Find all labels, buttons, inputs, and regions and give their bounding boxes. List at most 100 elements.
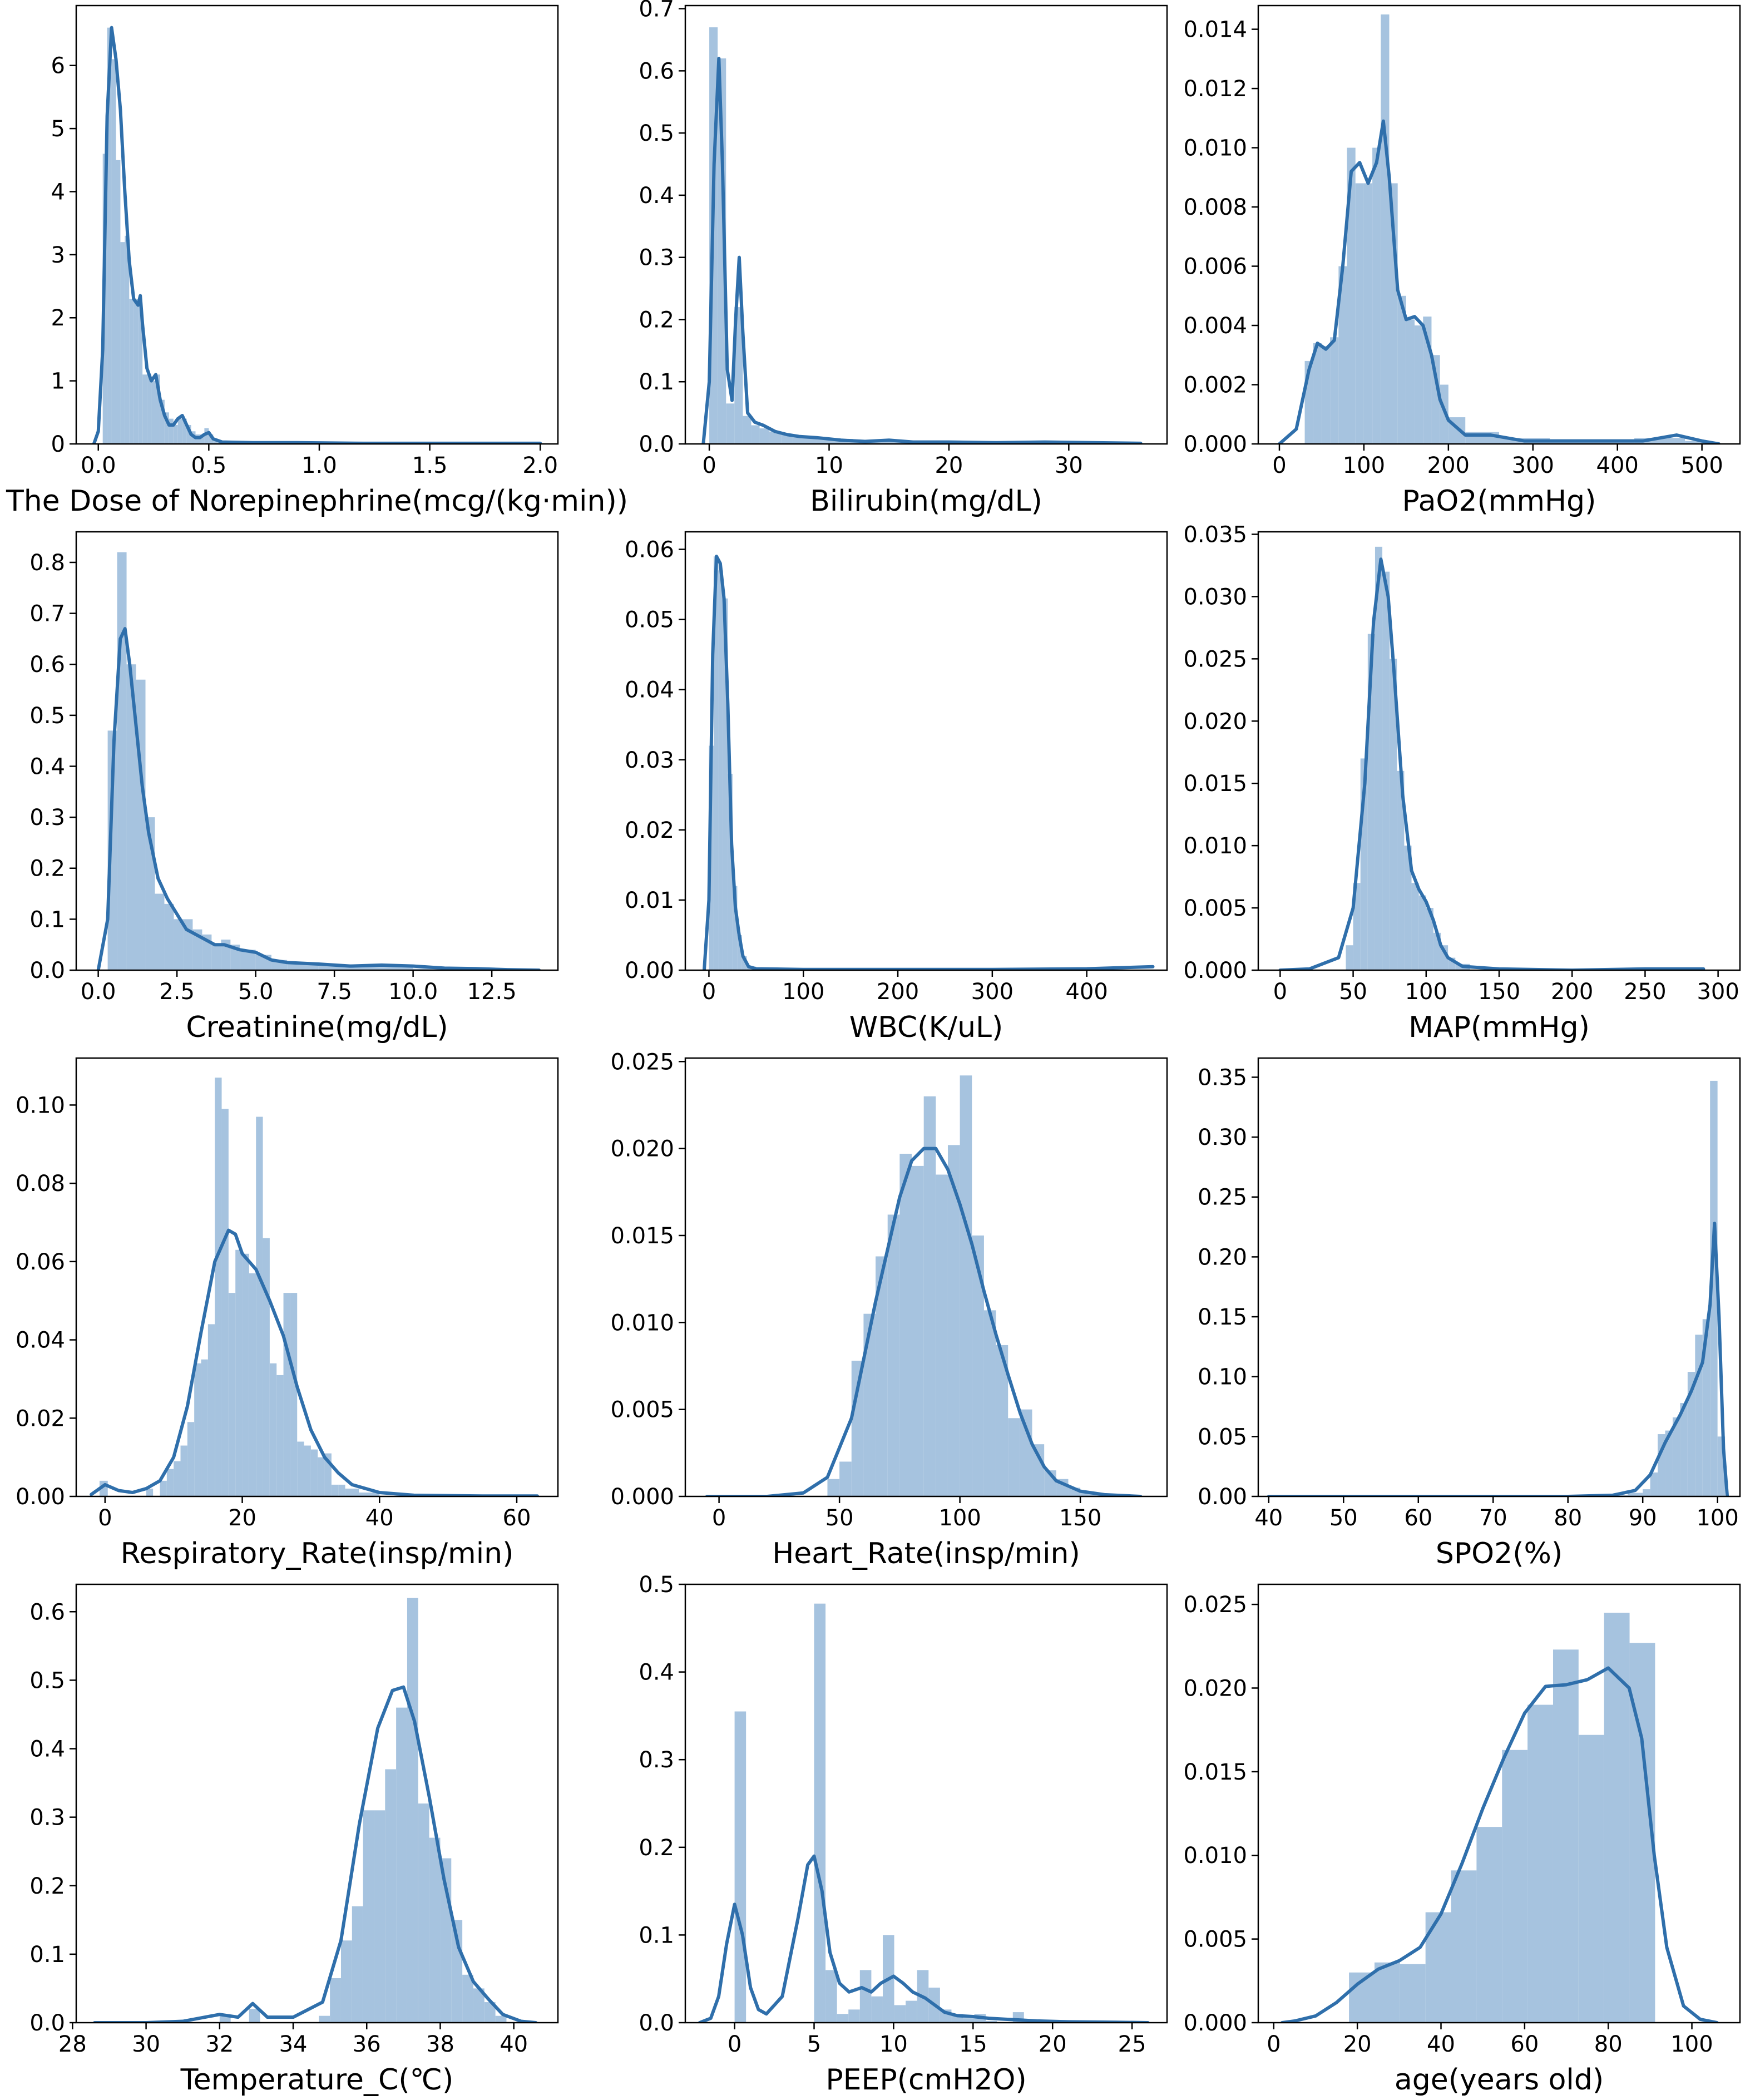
chart-7-x-axis-label: Respiratory_Rate(insp/min) xyxy=(121,1537,514,1570)
chart-5-y-tick-label: 0.01 xyxy=(625,888,674,913)
chart-12-plot-area xyxy=(1280,1613,1719,2023)
chart-7-hist-bar-13 xyxy=(228,1293,236,1496)
chart-12-y-tick-label: 0.015 xyxy=(1183,1760,1247,1785)
chart-12-x-tick-label: 20 xyxy=(1343,2032,1372,2057)
chart-10-x-tick-label: 28 xyxy=(58,2032,87,2057)
chart-5: 0 100 200 300 400 0.00 0.01 0.02 0.03 0.04 0.05 0.0… xyxy=(625,531,1168,1044)
chart-9-y-tick-label: 0.25 xyxy=(1198,1185,1247,1210)
chart-7-hist-bar-15 xyxy=(242,1253,249,1496)
chart-4-hist-bar-6 xyxy=(155,893,165,970)
chart-8-x-axis-label: Heart_Rate(insp/min) xyxy=(772,1537,1080,1570)
chart-5-y-tick-label: 0.02 xyxy=(625,818,674,843)
chart-6-y-tick-label: 0.010 xyxy=(1183,833,1247,859)
chart-8-hist-bar-2 xyxy=(839,1461,852,1496)
chart-8-hist-bar-18 xyxy=(1032,1444,1045,1496)
chart-7-hist-bar-8 xyxy=(194,1363,201,1496)
chart-7-hist-bar-18 xyxy=(263,1238,270,1496)
chart-1-hist-bar-6 xyxy=(125,235,130,444)
chart-11-hist-bar-10 xyxy=(906,2000,917,2023)
chart-8-x-tick-label: 0 xyxy=(712,1505,726,1531)
chart-10-hist-bar-19 xyxy=(495,2015,507,2023)
chart-5-hist-bar-1 xyxy=(709,745,714,970)
chart-7-y-tick-label: 0.04 xyxy=(16,1328,65,1353)
chart-3-hist-bar-10 xyxy=(1381,14,1390,444)
chart-3-hist-bar-13 xyxy=(1406,319,1415,444)
chart-12-hist-bar-6 xyxy=(1476,1827,1502,2023)
chart-4-y-tick-label: 0.5 xyxy=(29,703,65,729)
chart-12: 0 20 40 60 80 100 0.000 0.005 0.010 0.015 0.020 0.0… xyxy=(1183,1583,1741,2097)
chart-1-x-tick-label: 0.0 xyxy=(81,453,116,478)
chart-3-y-tick-label: 0.006 xyxy=(1183,254,1247,280)
chart-7-hist-bar-14 xyxy=(235,1249,243,1496)
chart-5-y-tick-label: 0.00 xyxy=(625,958,674,984)
chart-11-hist-bar-4 xyxy=(837,2014,849,2023)
chart-2-y-tick-label: 0.5 xyxy=(639,121,674,146)
chart-2: 0 10 20 30 0.0 0.1 0.2 0.3 0.4 0.5 0.6 0.7 Bilirubin… xyxy=(639,0,1168,518)
chart-1-hist-bar-24 xyxy=(204,428,209,444)
chart-7-hist-bar-12 xyxy=(221,1109,229,1496)
chart-6-hist-bar-1 xyxy=(1346,945,1353,970)
chart-9-hist-bar-9 xyxy=(1687,1372,1695,1496)
chart-3-y-tick-label: 0.004 xyxy=(1183,313,1247,339)
chart-12-hist-bar-8 xyxy=(1527,1704,1553,2023)
chart-7-y-tick-label: 0.00 xyxy=(16,1484,65,1510)
chart-8-hist-bar-13 xyxy=(972,1235,984,1496)
chart-1-hist-bar-4 xyxy=(116,160,121,444)
chart-11-hist-bar-15 xyxy=(963,2018,975,2023)
chart-6: 0 50 100 150 200 250 300 0.000 0.005 0.010 0.015 0.… xyxy=(1183,522,1741,1044)
chart-10-hist-bar-16 xyxy=(462,1974,473,2023)
chart-4-hist-bar-12 xyxy=(211,945,221,970)
chart-12-hist-bar-7 xyxy=(1502,1750,1528,2023)
chart-1: 0.0 0.5 1.0 1.5 2.0 0 1 2 3 4 5 6 The Dose of Norepi… xyxy=(6,4,628,518)
chart-1-x-tick-label: 0.5 xyxy=(191,453,227,478)
chart-7-hist-bar-9 xyxy=(201,1359,208,1496)
chart-2-y-tick-label: 0.0 xyxy=(639,432,674,457)
chart-1-y-tick-label: 1 xyxy=(51,369,65,394)
chart-1-y-tick-label: 5 xyxy=(51,116,65,142)
chart-1-hist-bar-26 xyxy=(213,441,218,444)
chart-6-y-tick-label: 0.000 xyxy=(1183,958,1247,984)
chart-8-y-tick-label: 0.010 xyxy=(610,1310,674,1336)
chart-7-hist-bar-21 xyxy=(283,1293,290,1496)
chart-9-axes-frame xyxy=(1257,1057,1741,1498)
chart-1-hist-bar-11 xyxy=(147,374,152,444)
chart-8-x-tick-label: 50 xyxy=(825,1505,854,1531)
chart-7-hist-bar-24 xyxy=(304,1445,311,1496)
chart-10-hist-bar-3 xyxy=(319,2015,330,2023)
chart-7-hist-bar-26 xyxy=(318,1457,325,1496)
chart-2-y-tick-label: 0.6 xyxy=(639,58,674,84)
chart-7-hist-bar-31 xyxy=(359,1492,380,1496)
chart-9-hist-bar-2 xyxy=(1628,1493,1643,1496)
chart-12-y-tick-label: 0.005 xyxy=(1183,1927,1247,1953)
chart-7-hist-bar-28 xyxy=(331,1484,339,1496)
chart-9-hist-bar-11 xyxy=(1702,1319,1710,1496)
chart-9-y-tick-label: 0.15 xyxy=(1198,1305,1247,1330)
chart-8-hist-bar-9 xyxy=(923,1096,936,1496)
chart-12-hist-bar-2 xyxy=(1374,1962,1400,2023)
chart-4-y-tick-label: 0.3 xyxy=(29,805,65,831)
chart-5-kde-line xyxy=(702,555,1155,970)
chart-4-x-tick-label: 0.0 xyxy=(81,979,116,1005)
chart-3-hist-bar-14 xyxy=(1415,325,1423,444)
chart-7-y-tick-label: 0.02 xyxy=(16,1406,65,1431)
chart-3-y-tick-label: 0.012 xyxy=(1183,76,1247,102)
chart-10-x-tick-label: 36 xyxy=(353,2032,381,2057)
chart-2-hist-bar-2 xyxy=(718,58,726,444)
chart-7-x-tick-label: 0 xyxy=(98,1505,112,1531)
chart-3-hist-bar-7 xyxy=(1355,183,1364,444)
chart-11-hist-bar-9 xyxy=(894,2005,906,2023)
chart-9-hist-bar-4 xyxy=(1650,1472,1658,1496)
chart-10-hist-bar-5 xyxy=(340,1940,352,2023)
chart-1-plot-area xyxy=(92,26,542,444)
chart-12-x-axis-label: age(years old) xyxy=(1395,2063,1604,2097)
chart-1-hist-bar-19 xyxy=(182,418,187,444)
chart-1-hist-bar-15 xyxy=(164,412,169,444)
chart-11-hist-bar-3 xyxy=(825,1970,837,2023)
chart-2-kde-line xyxy=(701,57,1143,444)
chart-8-y-tick-label: 0.015 xyxy=(610,1223,674,1249)
chart-10-x-tick-label: 30 xyxy=(132,2032,160,2057)
chart-1-y-tick-label: 6 xyxy=(51,53,65,79)
chart-4-axes-frame xyxy=(75,531,559,971)
chart-10-x-tick-label: 32 xyxy=(205,2032,234,2057)
chart-10-hist-bar-7 xyxy=(363,1810,374,2023)
